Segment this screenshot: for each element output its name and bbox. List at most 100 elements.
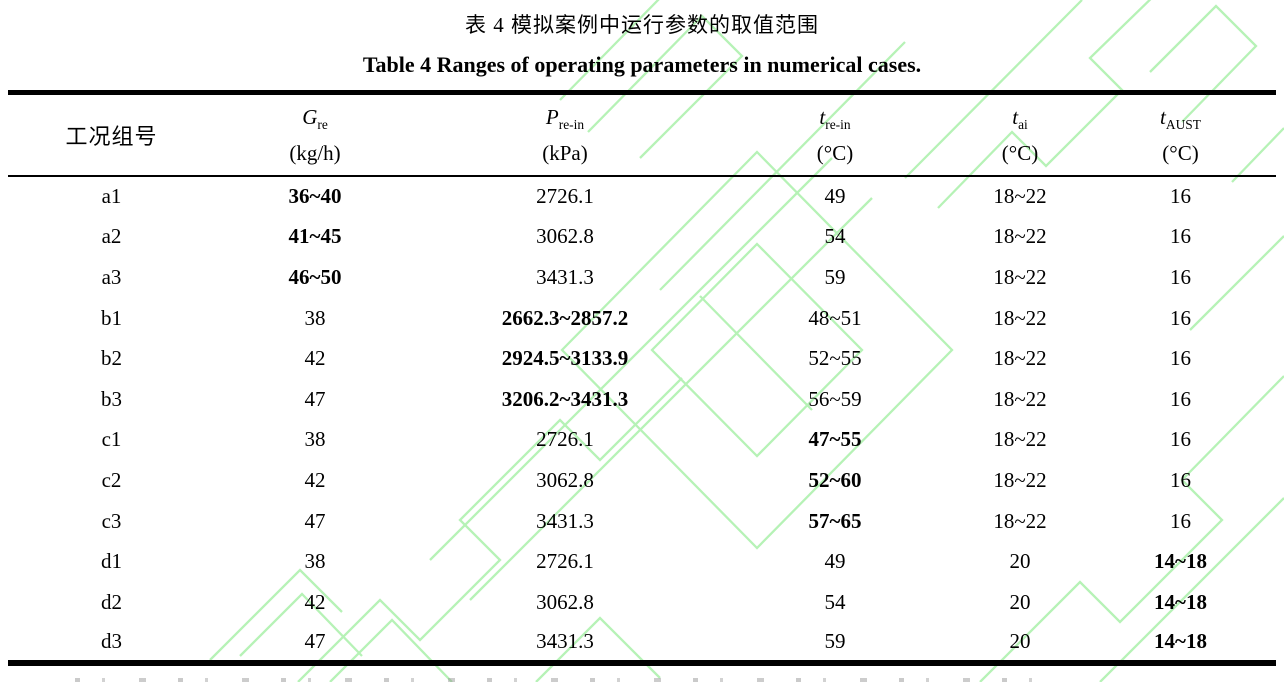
- table-row: b3 47 3206.2~3431.3 56~59 18~22 16: [8, 379, 1276, 420]
- value-cell: 14~18: [1154, 589, 1207, 614]
- value-cell: 47: [304, 386, 326, 411]
- value-cell: 57~65: [808, 508, 862, 533]
- table-row: c2 42 3062.8 52~60 18~22 16: [8, 460, 1276, 501]
- value-cell: 14~18: [1154, 549, 1207, 574]
- cutoff-text-remnant: [75, 678, 1050, 682]
- value-cell: 54: [824, 589, 846, 614]
- taust-symbol: tAUST: [1160, 105, 1201, 133]
- value-cell: 38: [304, 549, 326, 574]
- value-cell: 18~22: [993, 467, 1047, 492]
- pre-in-symbol: Pre-in: [545, 105, 585, 133]
- tre-in-symbol: tre-in: [819, 105, 851, 133]
- value-cell: 49: [824, 184, 846, 209]
- tai-unit: (°C): [1001, 141, 1039, 165]
- value-cell: 3062.8: [536, 467, 594, 492]
- value-cell: 56~59: [808, 386, 862, 411]
- case-id-cell: b3: [101, 386, 122, 411]
- value-cell: 38: [304, 305, 326, 330]
- table-row: b1 38 2662.3~2857.2 48~51 18~22 16: [8, 298, 1276, 339]
- value-cell: 59: [824, 628, 846, 653]
- value-cell: 16: [1170, 427, 1191, 452]
- value-cell: 42: [304, 467, 326, 492]
- case-id-cell: a1: [101, 184, 122, 209]
- value-cell: 42: [304, 589, 326, 614]
- value-cell: 2924.5~3133.9: [501, 346, 629, 371]
- table-row: a3 46~50 3431.3 59 18~22 16: [8, 257, 1276, 298]
- case-id-cell: d1: [101, 549, 122, 574]
- value-cell: 16: [1170, 467, 1191, 492]
- case-id-cell: c2: [101, 467, 122, 492]
- pre-in-unit: (kPa): [542, 141, 588, 165]
- operating-parameters-table: 工况组号 Gre (kg/h) Pre-in (kPa) tre-in (°C)…: [8, 90, 1276, 667]
- table-caption-en: Table 4 Ranges of operating parameters i…: [362, 52, 922, 77]
- value-cell: 2662.3~2857.2: [501, 305, 629, 330]
- case-id-cell: c1: [101, 427, 122, 452]
- value-cell: 18~22: [993, 264, 1047, 289]
- value-cell: 46~50: [288, 264, 342, 289]
- value-cell: 52~60: [808, 467, 862, 492]
- case-id-cell: a3: [101, 264, 122, 289]
- value-cell: 3431.3: [536, 628, 594, 653]
- col-header-taust: tAUST (°C): [1085, 93, 1276, 177]
- table-row: d3 47 3431.3 59 20 14~18: [8, 623, 1276, 664]
- value-cell: 3062.8: [536, 224, 594, 249]
- value-cell: 16: [1170, 508, 1191, 533]
- case-id-cell: b2: [101, 346, 122, 371]
- taust-unit: (°C): [1162, 141, 1199, 165]
- value-cell: 18~22: [993, 427, 1047, 452]
- value-cell: 47: [304, 628, 326, 653]
- value-cell: 16: [1170, 305, 1191, 330]
- col-header-pre-in: Pre-in (kPa): [415, 93, 715, 177]
- case-id-cell: b1: [101, 305, 122, 330]
- value-cell: 47: [304, 508, 326, 533]
- value-cell: 48~51: [808, 305, 862, 330]
- value-cell: 18~22: [993, 386, 1047, 411]
- gre-symbol: Gre: [302, 105, 328, 133]
- table-row: d2 42 3062.8 54 20 14~18: [8, 582, 1276, 623]
- value-cell: 59: [824, 264, 846, 289]
- header-row: 工况组号 Gre (kg/h) Pre-in (kPa) tre-in (°C)…: [8, 93, 1276, 177]
- value-cell: 2726.1: [536, 549, 594, 574]
- value-cell: 36~40: [288, 184, 342, 209]
- table-caption-zh: 表 4 模拟案例中运行参数的取值范围: [465, 13, 819, 37]
- value-cell: 41~45: [288, 224, 342, 249]
- col-header-tai: tai (°C): [955, 93, 1085, 177]
- value-cell: 3206.2~3431.3: [501, 386, 629, 411]
- value-cell: 52~55: [808, 346, 862, 371]
- col-header-gre: Gre (kg/h): [215, 93, 415, 177]
- value-cell: 16: [1170, 386, 1191, 411]
- value-cell: 16: [1170, 184, 1191, 209]
- table-row: d1 38 2726.1 49 20 14~18: [8, 541, 1276, 582]
- value-cell: 3062.8: [536, 589, 594, 614]
- value-cell: 47~55: [808, 427, 862, 452]
- case-id-cell: d3: [101, 628, 122, 653]
- value-cell: 18~22: [993, 224, 1047, 249]
- case-id-cell: d2: [101, 589, 122, 614]
- value-cell: 20: [1009, 549, 1031, 574]
- value-cell: 3431.3: [536, 264, 594, 289]
- value-cell: 16: [1170, 346, 1191, 371]
- value-cell: 38: [304, 427, 326, 452]
- value-cell: 16: [1170, 264, 1191, 289]
- tai-symbol: tai: [1012, 105, 1028, 133]
- table-body: a1 36~40 2726.1 49 18~22 16 a2 41~45 3062.8 54 18~…: [8, 176, 1276, 663]
- value-cell: 20: [1009, 628, 1031, 653]
- value-cell: 2726.1: [536, 427, 594, 452]
- table-row: c1 38 2726.1 47~55 18~22 16: [8, 420, 1276, 461]
- value-cell: 18~22: [993, 305, 1047, 330]
- value-cell: 18~22: [993, 184, 1047, 209]
- case-id-cell: a2: [101, 224, 122, 249]
- value-cell: 16: [1170, 224, 1191, 249]
- table-row: b2 42 2924.5~3133.9 52~55 18~22 16: [8, 338, 1276, 379]
- value-cell: 42: [304, 346, 326, 371]
- case-group-label: 工况组号: [65, 124, 158, 149]
- value-cell: 20: [1009, 589, 1031, 614]
- col-header-case-group: 工况组号: [8, 93, 215, 177]
- value-cell: 18~22: [993, 508, 1047, 533]
- table-row: a1 36~40 2726.1 49 18~22 16: [8, 176, 1276, 217]
- value-cell: 3431.3: [536, 508, 594, 533]
- value-cell: 14~18: [1154, 628, 1207, 653]
- gre-unit: (kg/h): [289, 141, 341, 165]
- value-cell: 49: [824, 549, 846, 574]
- table-row: a2 41~45 3062.8 54 18~22 16: [8, 217, 1276, 258]
